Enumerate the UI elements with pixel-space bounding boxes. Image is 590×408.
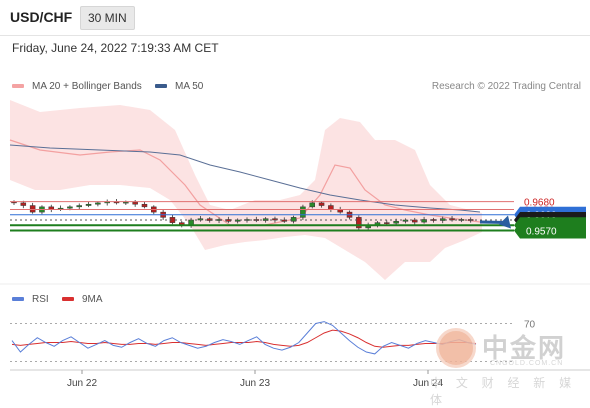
candle-body xyxy=(384,222,390,224)
time-label: Jun 23 xyxy=(240,378,270,389)
level-label-0.9680: 0.9680 xyxy=(524,198,555,209)
ma20-swatch xyxy=(12,84,24,89)
legend-9ma-label: 9MA xyxy=(82,294,103,305)
candle-body xyxy=(318,202,325,206)
candle-body xyxy=(356,217,362,229)
rsi-9ma-line xyxy=(11,329,477,348)
candle-body xyxy=(309,202,315,208)
candle-body xyxy=(206,218,213,221)
projection-arrow-head xyxy=(499,215,511,229)
candle-body xyxy=(29,205,36,213)
rsi-level-label: 70 xyxy=(524,320,536,331)
candle-body xyxy=(67,206,73,209)
time-label: Jun 22 xyxy=(67,378,97,389)
candle-body xyxy=(421,219,427,223)
candle-body xyxy=(132,201,138,205)
candle-body xyxy=(85,203,92,206)
legend-ma50-label: MA 50 xyxy=(175,81,204,92)
legend-ma50: MA 50 xyxy=(155,81,203,92)
level-label-0.9570: 0.9570 xyxy=(526,227,557,238)
legend-rsi: RSI xyxy=(12,294,49,305)
cngold-watermark: 中金网 CNGOLD.COM.CN 中 文 财 经 新 媒 体 xyxy=(430,322,590,407)
cngold-logo-icon xyxy=(436,328,476,368)
ma50-line xyxy=(9,144,481,213)
time-label: Jun 24 xyxy=(413,378,443,389)
legend-rsi-label: RSI xyxy=(32,294,49,305)
candle-body xyxy=(169,217,176,223)
candle-body xyxy=(412,219,418,223)
candle-body xyxy=(141,203,148,208)
level-tag-0.9570 xyxy=(514,222,586,239)
ma9-swatch xyxy=(62,297,74,302)
bollinger-band xyxy=(10,100,482,280)
candle-body xyxy=(123,201,129,204)
legend-9ma: 9MA xyxy=(62,294,103,305)
chart-datetime: Friday, June 24, 2022 7:19:33 AM CET xyxy=(12,41,219,55)
candle-body xyxy=(20,202,27,206)
ma50-swatch xyxy=(155,84,167,89)
legend-ma20-label: MA 20 + Bollinger Bands xyxy=(32,81,142,92)
watermark-site: CNGOLD.COM.CN xyxy=(490,360,564,367)
candle-body xyxy=(281,219,288,222)
timeframe-button[interactable]: 30 MIN xyxy=(80,6,135,30)
watermark-brand: 中金网 xyxy=(482,334,567,364)
rsi-swatch xyxy=(12,297,24,302)
research-credit: Research © 2022 Trading Central xyxy=(431,81,581,92)
candle-body xyxy=(272,218,278,221)
candle-body xyxy=(234,219,241,222)
candle-body xyxy=(449,218,455,221)
candle-body xyxy=(290,217,297,222)
candle-body xyxy=(328,205,334,210)
candle-body xyxy=(300,206,306,218)
candle-body xyxy=(393,221,399,224)
legend-ma20: MA 20 + Bollinger Bands xyxy=(12,81,142,92)
chart-header: USD/CHF 30 MIN xyxy=(0,0,590,36)
candle-body xyxy=(76,205,82,208)
currency-pair: USD/CHF xyxy=(10,9,73,25)
rsi-line xyxy=(11,321,477,355)
candle-body xyxy=(95,202,101,205)
watermark-subtitle: 中 文 财 经 新 媒 体 xyxy=(430,376,577,407)
